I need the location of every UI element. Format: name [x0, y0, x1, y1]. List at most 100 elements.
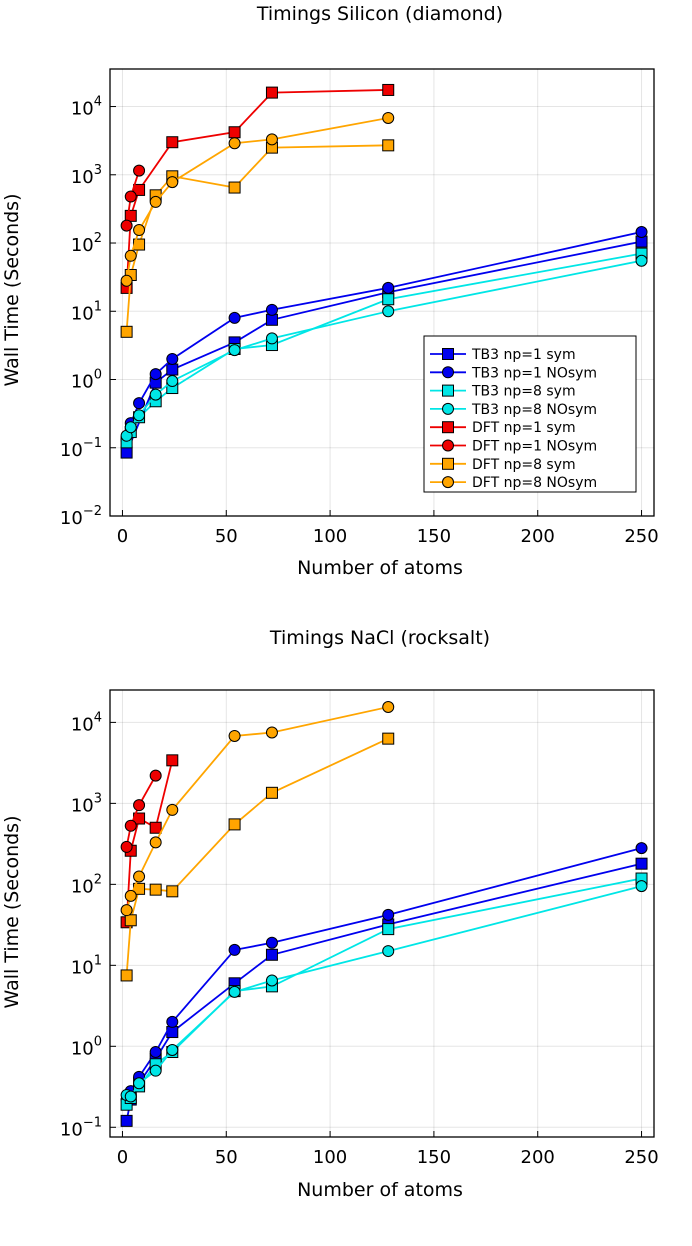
data-point [149, 388, 162, 401]
data-point [120, 325, 133, 338]
y-tick-label: 102 [71, 231, 102, 256]
data-point [166, 352, 179, 365]
data-point [265, 948, 278, 961]
plot-frame [109, 68, 655, 517]
data-point [133, 1077, 146, 1090]
series-dft-np-1-sym [120, 83, 395, 294]
data-point [265, 936, 278, 949]
data-point [228, 311, 241, 324]
legend-label: DFT np=1 NOsym [472, 439, 597, 455]
data-point [149, 195, 162, 208]
data-point [228, 137, 241, 150]
data-point [149, 821, 162, 834]
series-tb3-np-8-nosym [120, 254, 648, 442]
x-tick-label: 0 [117, 526, 128, 547]
legend-item: TB3 np=8 NOsym [430, 402, 597, 418]
data-point [382, 305, 395, 318]
legend-label: TB3 np=8 NOsym [471, 402, 597, 418]
y-tick-label: 103 [71, 791, 102, 816]
data-point [120, 219, 133, 232]
data-point [382, 923, 395, 936]
y-tick-label: 104 [71, 710, 102, 735]
data-point [133, 397, 146, 410]
data-point [124, 914, 137, 927]
series-dft-np-8-nosym [120, 111, 395, 287]
legend-marker [442, 457, 454, 470]
data-point [265, 974, 278, 987]
data-point [228, 943, 241, 956]
data-point [228, 181, 241, 194]
x-tick-label: 250 [624, 526, 658, 547]
silicon-chart: Timings Silicon (diamond) Number of atom… [1, 3, 659, 579]
x-tick-label: 250 [624, 1147, 658, 1168]
y-tick-label: 10−1 [60, 1115, 102, 1140]
x-tick-label: 150 [417, 1147, 451, 1168]
data-point [265, 86, 278, 99]
x-tick-label: 50 [215, 526, 238, 547]
data-point [166, 136, 179, 149]
data-point [133, 164, 146, 177]
data-point [120, 274, 133, 287]
data-point [265, 303, 278, 316]
y-tick-label: 103 [71, 163, 102, 188]
data-point [635, 226, 648, 239]
legend-marker [442, 476, 454, 489]
y-tick-label: 100 [71, 1034, 102, 1059]
x-tick-label: 200 [521, 526, 555, 547]
data-point [228, 729, 241, 742]
data-point [635, 842, 648, 855]
data-point [635, 254, 648, 267]
data-point [124, 249, 137, 262]
chart-title: Timings NaCl (rocksalt) [269, 627, 490, 649]
data-point [228, 818, 241, 831]
x-tick-label: 50 [215, 1147, 238, 1168]
data-point [120, 969, 133, 982]
data-point [124, 819, 137, 832]
series-line [125, 117, 389, 281]
series-tb3-np-8-sym [120, 872, 648, 1111]
data-point [149, 368, 162, 381]
nacl-chart: Timings NaCl (rocksalt) Number of atoms … [1, 627, 659, 1201]
legend: TB3 np=1 sym TB3 np=1 NOsym TB3 np=8 sym TB… [423, 335, 637, 493]
data-point [228, 344, 241, 357]
data-point [166, 1044, 179, 1057]
data-point [382, 945, 395, 958]
y-tick-label: 101 [71, 953, 102, 978]
data-point [149, 1064, 162, 1077]
x-tick-label: 100 [313, 526, 347, 547]
series-dft-np-8-sym [120, 732, 395, 982]
series-line [125, 775, 157, 848]
data-point [265, 332, 278, 345]
data-point [635, 880, 648, 893]
data-point [382, 908, 395, 921]
legend-box [423, 335, 637, 493]
x-axis-label: Number of atoms [297, 1179, 463, 1201]
data-point [382, 83, 395, 96]
data-point [120, 840, 133, 853]
data-point [133, 409, 146, 422]
y-tick-label: 104 [71, 95, 102, 120]
legend-item: DFT np=1 NOsym [430, 439, 597, 455]
x-tick-label: 100 [313, 1147, 347, 1168]
legend-marker [442, 384, 454, 397]
data-point [120, 446, 133, 459]
series-line [125, 847, 642, 1100]
x-tick-label: 200 [521, 1147, 555, 1168]
legend-marker [442, 348, 454, 360]
series-dft-np-8-sym [120, 139, 395, 338]
legend-marker [442, 366, 454, 379]
legend-label: DFT np=8 NOsym [472, 475, 597, 491]
legend-label: DFT np=8 sym [472, 457, 576, 473]
data-point [149, 769, 162, 782]
data-point [166, 1015, 179, 1028]
data-point [265, 786, 278, 799]
legend-item: TB3 np=1 NOsym [430, 365, 597, 381]
y-tick-label: 10−1 [60, 436, 102, 461]
series-dft-np-1-nosym [120, 769, 162, 853]
data-point [124, 889, 137, 902]
data-point [382, 111, 395, 124]
legend-label: TB3 np=1 NOsym [471, 365, 597, 381]
legend-marker [442, 439, 454, 452]
legend-label: TB3 np=8 sym [471, 384, 576, 400]
